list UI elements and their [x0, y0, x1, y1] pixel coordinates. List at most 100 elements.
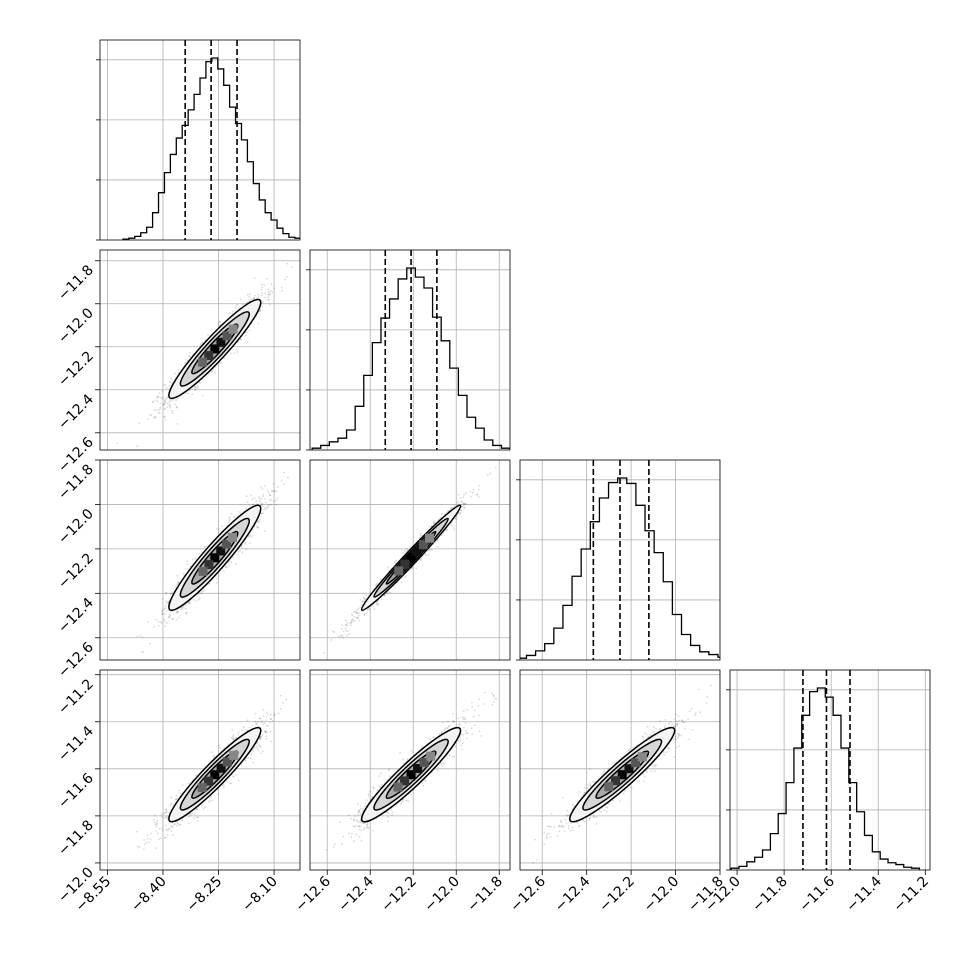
histogram-line [730, 687, 921, 870]
scatter-point [161, 390, 164, 393]
scatter-point [255, 525, 258, 528]
scatter-point [261, 292, 264, 295]
scatter-point [233, 516, 236, 519]
histogram-frame [729, 669, 931, 871]
scatter-point [185, 612, 188, 614]
scatter-point [250, 535, 253, 538]
scatter-point [362, 596, 365, 599]
scatter-point [354, 610, 356, 613]
scatter-point [223, 357, 226, 359]
scatter-point [176, 821, 179, 824]
scatter-point [270, 740, 273, 743]
scatter-point [463, 506, 466, 509]
scatter-point [404, 574, 407, 577]
scatter-point [463, 493, 466, 496]
scatter-point [223, 786, 226, 788]
scatter-point [244, 507, 247, 510]
scatter-point [188, 782, 190, 785]
scatter-point [365, 612, 368, 615]
scatter-point [166, 406, 169, 409]
scatter-point [459, 496, 462, 499]
scatter-point [264, 296, 267, 299]
scatter-point [182, 573, 185, 575]
scatter-panel-3-2 [310, 460, 510, 660]
scatter-point [228, 516, 231, 519]
scatter-point [164, 605, 167, 607]
scatter-point [383, 594, 386, 597]
scatter-point [175, 618, 178, 621]
scatter-point [198, 598, 200, 601]
scatter-point [265, 719, 267, 722]
scatter-point [172, 617, 175, 620]
scatter-point [405, 549, 408, 552]
scatter-point [163, 416, 166, 418]
scatter-point [273, 490, 276, 493]
scatter-point [181, 819, 184, 822]
scatter-point [355, 609, 358, 612]
histogram-line [520, 477, 720, 659]
scatter-point [186, 560, 189, 563]
scatter-point [164, 836, 166, 839]
scatter-point [166, 829, 169, 832]
scatter-point [159, 620, 162, 623]
scatter-point [166, 402, 169, 405]
scatter-point [208, 582, 211, 585]
scatter-point [245, 331, 248, 334]
scatter-point [240, 298, 242, 301]
scatter-point [155, 409, 157, 411]
scatter-point [477, 488, 480, 491]
panel-frame [309, 459, 511, 661]
scatter-point [460, 500, 463, 503]
scatter-point [361, 600, 364, 602]
scatter-point [256, 521, 259, 524]
scatter-point [181, 818, 184, 821]
scatter-point [333, 631, 336, 634]
density-core [394, 533, 435, 576]
scatter-point [450, 507, 453, 510]
scatter-point [269, 303, 271, 306]
density-cell [204, 351, 214, 361]
scatter-point [463, 504, 465, 507]
scatter-point [266, 506, 269, 509]
scatter-point [240, 338, 242, 341]
scatter-point [433, 520, 436, 523]
scatter-point [175, 611, 178, 614]
scatter-point [161, 610, 163, 613]
scatter-point [359, 606, 362, 609]
scatter-point [210, 796, 212, 798]
scatter-point [454, 517, 457, 519]
scatter-point [239, 550, 241, 552]
scatter-point [260, 497, 263, 500]
scatter-point [350, 613, 353, 616]
scatter-point [187, 602, 190, 605]
scatter-point [231, 310, 234, 313]
scatter-point [164, 383, 167, 386]
scatter-point [301, 443, 303, 445]
scatter-point [254, 746, 257, 748]
scatter-point [165, 591, 168, 594]
scatter-point [263, 508, 266, 511]
scatter-point [280, 479, 283, 482]
scatter-point [188, 813, 191, 816]
scatter-point [155, 618, 158, 621]
density-core [198, 532, 238, 576]
scatter-point [157, 396, 160, 399]
scatter-point [269, 290, 272, 292]
density-cell [394, 566, 404, 576]
scatter-point [159, 402, 162, 405]
scatter-point [138, 422, 141, 424]
scatter-point [470, 495, 473, 498]
scatter-point [259, 309, 262, 312]
scatter-point [353, 611, 356, 613]
scatter-point [260, 294, 263, 297]
scatter-point [143, 843, 146, 846]
scatter-point [161, 815, 163, 818]
scatter-point [164, 418, 167, 421]
scatter-point [433, 522, 436, 525]
scatter-point [181, 607, 183, 609]
scatter-point [166, 818, 169, 820]
scatter-point [346, 621, 349, 624]
scatter-point [186, 568, 189, 570]
scatter-point [264, 485, 266, 487]
scatter-point [252, 761, 255, 764]
